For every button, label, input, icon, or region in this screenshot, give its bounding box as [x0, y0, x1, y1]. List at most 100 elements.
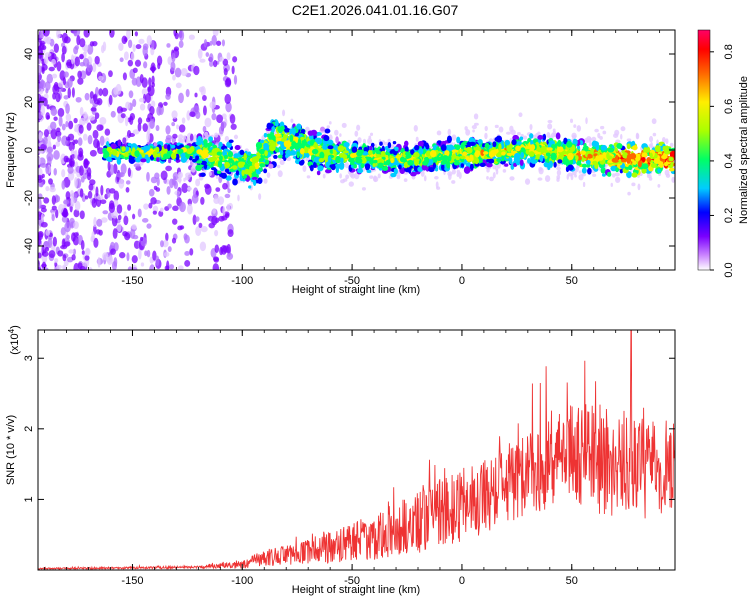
heatmap-cell — [548, 160, 553, 168]
heatmap-cell — [649, 135, 654, 143]
heatmap-cell — [132, 98, 137, 108]
heatmap-cell — [233, 153, 240, 159]
heatmap-cell — [96, 124, 104, 131]
heatmap-cell — [79, 150, 83, 158]
colorbar-tick-label: 0.8 — [723, 44, 735, 59]
heatmap-cell — [200, 196, 205, 205]
heatmap-cell — [74, 56, 80, 67]
heatmap-cell — [56, 127, 61, 133]
heatmap-cell — [77, 137, 83, 146]
heatmap-cell — [498, 143, 502, 152]
heatmap-cell — [61, 180, 66, 190]
heatmap-cell — [163, 101, 168, 106]
heatmap-cell — [194, 92, 198, 98]
heatmap-cell — [204, 117, 212, 128]
heatmap-cell — [184, 234, 190, 244]
heatmap-cell — [127, 59, 134, 67]
heatmap-cell — [38, 193, 43, 200]
heatmap-cell — [150, 46, 155, 56]
heatmap-cell — [205, 52, 210, 57]
heatmap-cell — [88, 115, 96, 121]
heatmap-cell — [348, 181, 354, 187]
heatmap-cell — [283, 134, 289, 139]
heatmap-cell — [582, 145, 589, 151]
heatmap-cell — [63, 95, 69, 100]
heatmap-cell — [592, 160, 598, 165]
heatmap-cell — [195, 216, 200, 222]
heatmap-cell — [505, 131, 512, 135]
heatmap-cell — [284, 127, 291, 133]
heatmap-cell — [57, 107, 65, 118]
heatmap-cell — [67, 78, 73, 88]
heatmap-cell — [544, 175, 551, 183]
heatmap-cell — [524, 178, 531, 185]
heatmap-cell — [360, 157, 367, 164]
heatmap-cell — [44, 81, 51, 91]
heatmap-cell — [122, 72, 127, 81]
heatmap-cell — [367, 137, 373, 145]
heatmap-cell — [360, 163, 365, 169]
heatmap-cell — [513, 152, 521, 160]
heatmap-cell — [484, 132, 488, 140]
heatmap-cell — [127, 167, 131, 178]
heatmap-cell — [473, 122, 479, 126]
heatmap-cell — [387, 138, 391, 143]
heatmap-cell — [58, 115, 63, 127]
heatmap-cell — [61, 45, 67, 55]
heatmap-cell — [349, 171, 354, 178]
heatmap-cell — [65, 191, 71, 200]
heatmap-cell — [93, 138, 100, 149]
heatmap-cell — [165, 165, 172, 172]
heatmap-cell — [156, 177, 160, 187]
heatmap-cell — [219, 56, 225, 62]
heatmap-cell — [602, 130, 607, 135]
heatmap-cell — [500, 154, 505, 162]
heatmap-cell — [180, 156, 188, 163]
heatmap-cell — [41, 66, 45, 74]
heatmap-cell — [504, 163, 509, 167]
heatmap-cell — [622, 152, 629, 159]
heatmap-cell — [113, 163, 118, 175]
heatmap-cell — [92, 62, 97, 73]
heatmap-cell — [263, 168, 268, 174]
heatmap-cell — [610, 182, 614, 188]
heatmap-cell — [298, 160, 305, 166]
heatmap-cell — [237, 194, 240, 202]
heatmap-cell — [74, 139, 79, 145]
heatmap-cell — [252, 179, 257, 187]
heatmap-cell — [440, 144, 447, 152]
heatmap-cell — [198, 222, 203, 229]
heatmap-cell — [233, 134, 239, 140]
heatmap-cell — [226, 203, 231, 212]
heatmap-cell — [375, 150, 382, 155]
heatmap-cell — [38, 198, 42, 210]
heatmap-cell — [626, 143, 631, 150]
chart-title: C2E1.2026.041.01.16.G07 — [291, 2, 459, 18]
heatmap-cell — [446, 161, 451, 169]
heatmap-cell — [149, 106, 155, 116]
heatmap-cell — [661, 137, 666, 143]
heatmap-cell — [171, 178, 176, 186]
heatmap-cell — [456, 169, 461, 174]
heatmap-cell — [319, 151, 325, 159]
heatmap-cell — [377, 162, 384, 169]
heatmap-cell — [70, 197, 75, 208]
heatmap-cell — [127, 204, 132, 211]
heatmap-cell — [567, 152, 574, 161]
heatmap-cell — [144, 145, 151, 152]
heatmap-cell — [62, 209, 68, 218]
heatmap-cell — [523, 135, 528, 140]
heatmap-cell — [56, 30, 61, 39]
heatmap-cell — [46, 146, 54, 154]
heatmap-cell — [95, 186, 99, 197]
heatmap-cell — [231, 165, 238, 170]
heatmap-cell — [230, 123, 237, 130]
heatmap-cell — [462, 151, 468, 157]
heatmap-cell — [212, 30, 219, 37]
heatmap-cell — [381, 166, 389, 172]
heatmap-cell — [410, 171, 417, 177]
heatmap-cell — [274, 133, 281, 137]
heatmap-cell — [282, 109, 286, 117]
heatmap-cell — [79, 188, 84, 198]
heatmap-cell — [94, 112, 100, 120]
